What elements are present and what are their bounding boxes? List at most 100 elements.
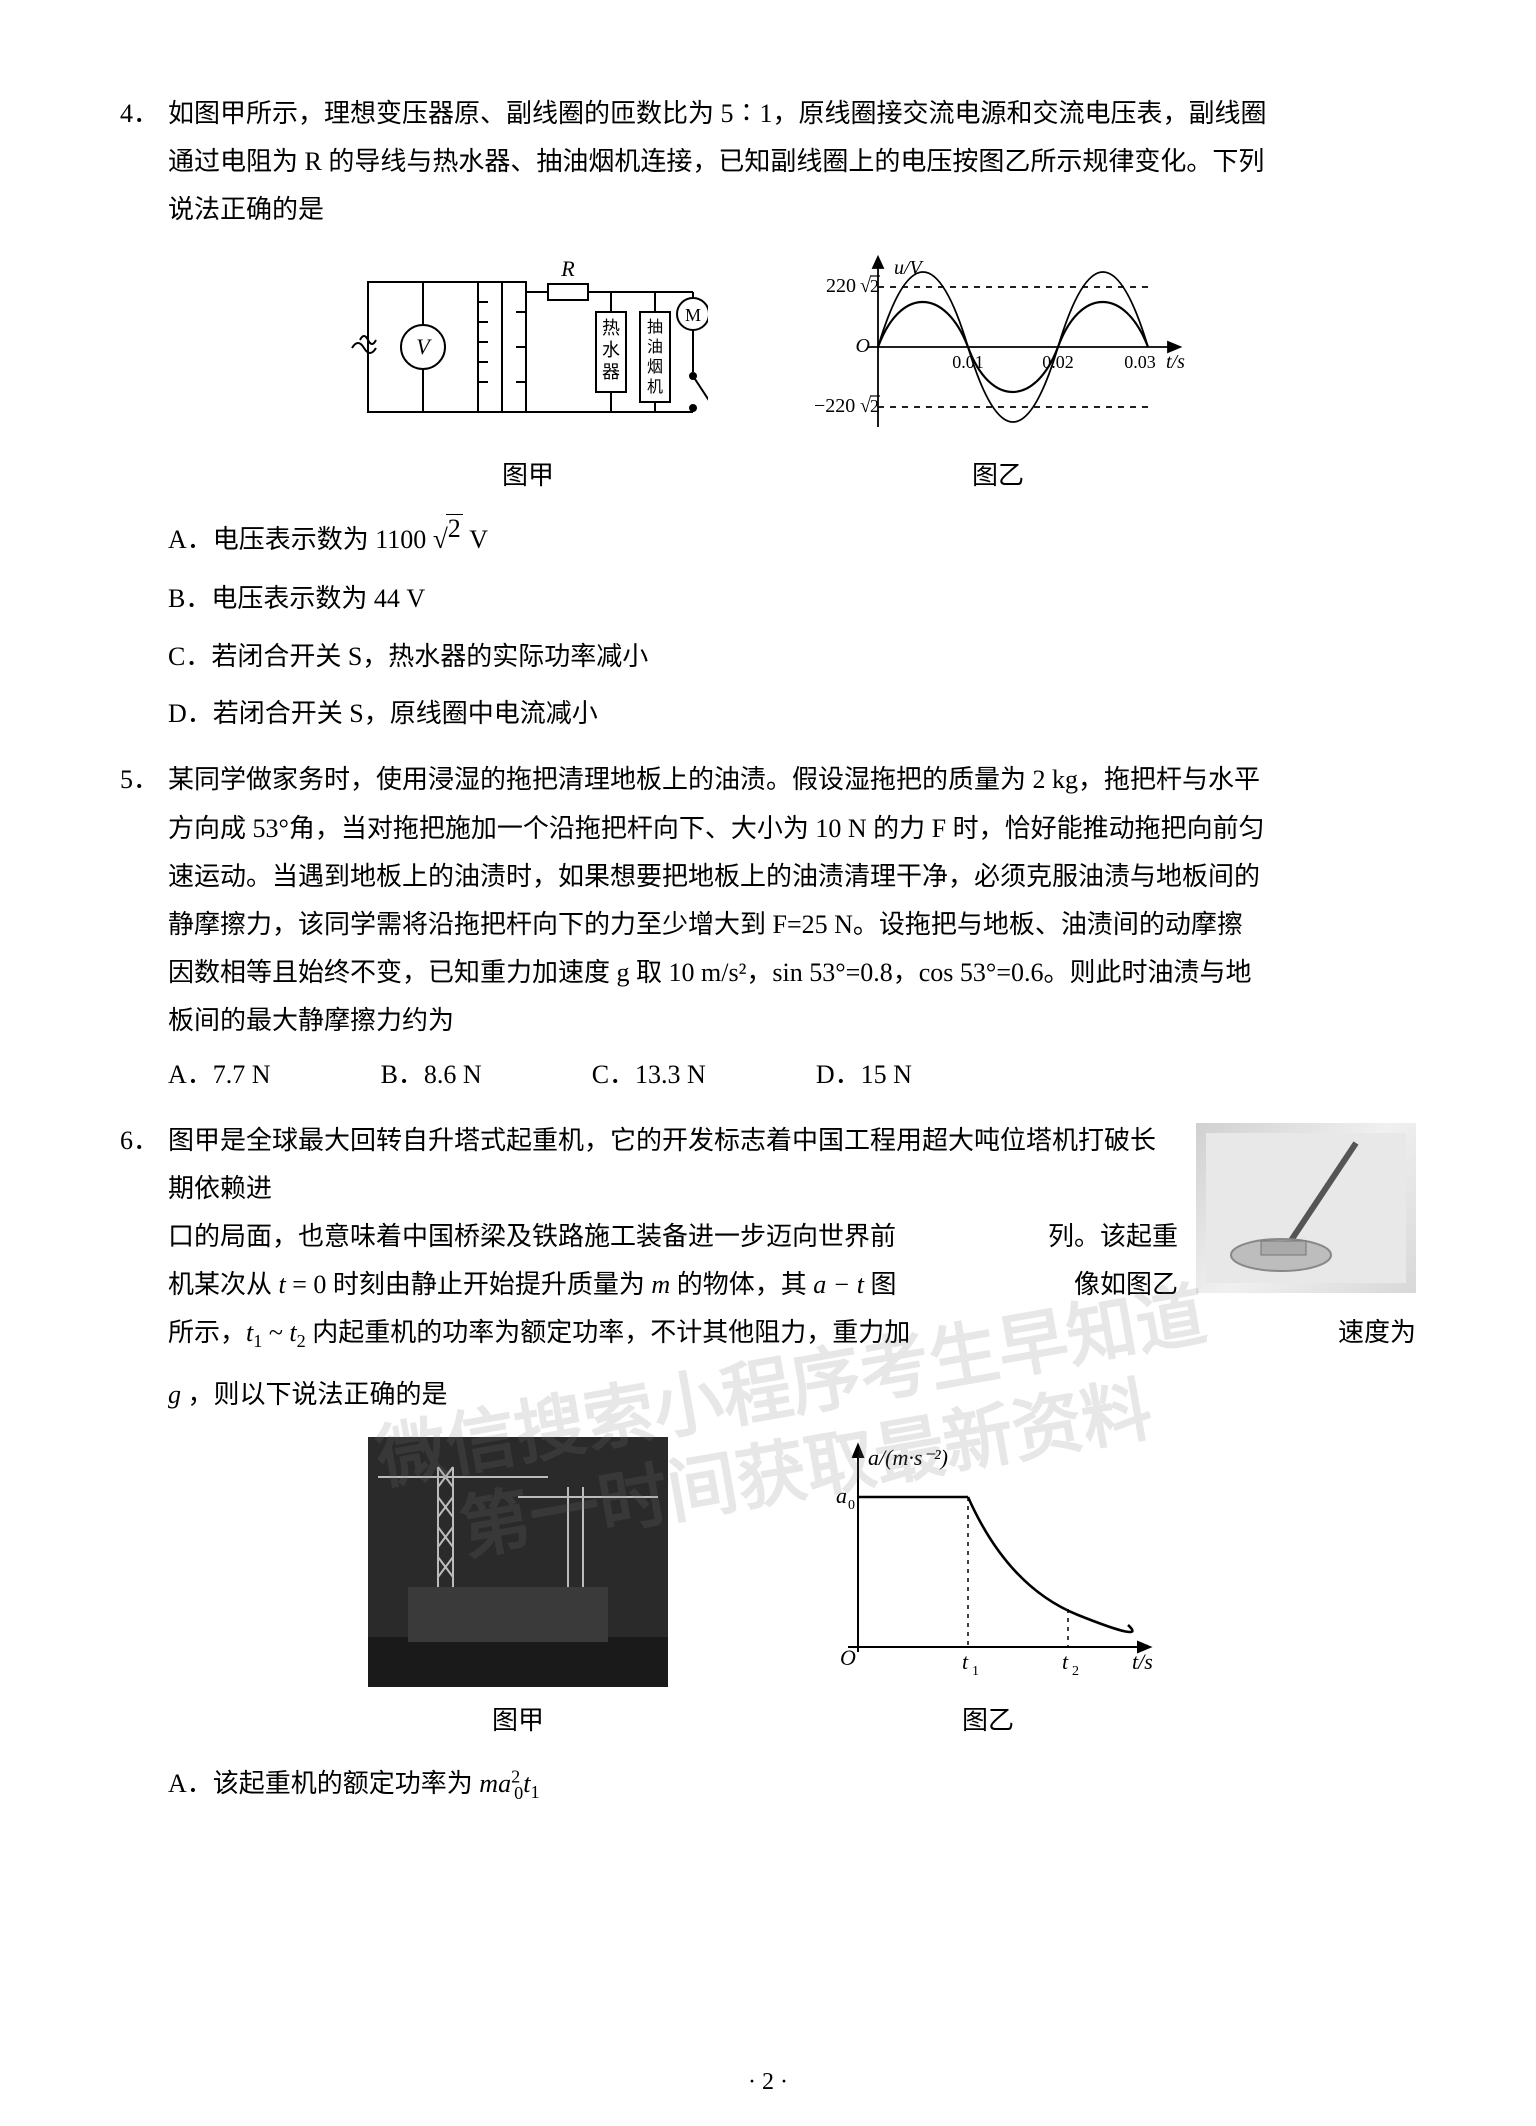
q4-options: A．电压表示数为 1100 √2 V B．电压表示数为 44 V C．若闭合开关… — [168, 514, 1416, 738]
q6-caption1: 图甲 — [492, 1697, 544, 1745]
q6-l3-a2: a − t — [813, 1270, 864, 1299]
svg-text:−220: −220 — [814, 395, 855, 417]
accel-t1: t 1 — [962, 1649, 979, 1679]
heater-l2: 水 — [602, 340, 620, 360]
question-4: 4． 如图甲所示，理想变压器原、副线圈的匝数比为 5∶1，原线圈接交流电源和交流… — [120, 90, 1416, 738]
fan-l1: 抽 — [647, 318, 663, 336]
q6-l4-c: 速度为 — [1338, 1309, 1416, 1359]
acceleration-time-graph: a/(m·s⁻²) t/s O a 0 t 1 t 2 — [808, 1437, 1168, 1687]
q5-options: A．7.7 N B．8.6 N C．13.3 N D．15 N — [168, 1051, 1416, 1099]
q6-optA-sub1: 1 — [530, 1783, 539, 1803]
q4-optB: B．电压表示数为 44 V — [168, 574, 1416, 623]
svg-text:2: 2 — [870, 396, 879, 416]
q5-l6: 板间的最大静摩擦力约为 — [168, 997, 1416, 1045]
q6-figure-left: 图甲 — [368, 1437, 668, 1745]
q5-head: 5． 某同学做家务时，使用浸湿的拖把清理地板上的油渍。假设湿拖把的质量为 2 k… — [120, 756, 1416, 1045]
q4-line3: 说法正确的是 — [168, 186, 1416, 234]
sine-wave-graph: O 220 √ 2 −220 √ 2 u/V t/s 0.01 0.02 0.0… — [808, 252, 1188, 442]
sine-tick1: 0.01 — [952, 352, 984, 372]
q5-optA: A．7.7 N — [168, 1051, 271, 1099]
q6-l3-d: 图 — [864, 1270, 897, 1299]
q6-l3-c: 的物体，其 — [670, 1270, 813, 1299]
q4-line1: 如图甲所示，理想变压器原、副线圈的匝数比为 5∶1，原线圈接交流电源和交流电压表… — [168, 90, 1416, 138]
q4-figure-row: V R M S 热 水 器 抽 油 烟 机 图甲 — [120, 252, 1416, 500]
q5-l4: 静摩擦力，该同学需将沿拖把杆向下的力至少增大到 F=25 N。设拖把与地板、油渍… — [168, 901, 1416, 949]
q4-figure-right: O 220 √ 2 −220 √ 2 u/V t/s 0.01 0.02 0.0… — [808, 252, 1188, 500]
q6-figure-row: 图甲 a/(m·s⁻²) t/s O — [120, 1437, 1416, 1745]
accel-a0: a 0 — [836, 1483, 855, 1513]
q6-l3-e: 像如图乙 — [1074, 1261, 1178, 1309]
q4-caption2: 图乙 — [972, 452, 1024, 500]
q5-number: 5． — [120, 756, 168, 804]
q6-l3-t: t — [279, 1270, 286, 1299]
sine-xlabel: t/s — [1166, 351, 1185, 373]
svg-text:0: 0 — [848, 1498, 855, 1513]
q6-l2a: 口的局面，也意味着中国桥梁及铁路施工装备进一步迈向世界前 — [168, 1213, 896, 1261]
q6-l3-m: m — [651, 1270, 670, 1299]
heater-l1: 热 — [602, 318, 620, 338]
q6-l5-g: g — [168, 1380, 181, 1409]
svg-text:t: t — [1062, 1649, 1069, 1674]
transformer-circuit-diagram: V R M S 热 水 器 抽 油 烟 机 — [348, 252, 708, 442]
q6-l3: 机某次从 t = 0 时刻由静止开始提升质量为 m 的物体，其 a − t 图 … — [168, 1261, 1178, 1309]
q6-l3-a: 机某次从 — [168, 1270, 279, 1299]
fan-l3: 烟 — [647, 358, 663, 376]
question-5: 微信搜索小程序考生早知道 第一时间获取最新资料 5． 某同学做家务时，使用浸湿的… — [120, 756, 1416, 1099]
q4-head: 4． 如图甲所示，理想变压器原、副线圈的匝数比为 5∶1，原线圈接交流电源和交流… — [120, 90, 1416, 234]
sine-ylabel: u/V — [894, 257, 925, 279]
question-6: 6． 图甲是全球最大回转自升塔式起重机，它的开发标志着中国工程用超大吨位塔机打破… — [120, 1117, 1416, 1810]
accel-xlabel: t/s — [1132, 1649, 1153, 1674]
resistor-label: R — [560, 256, 575, 281]
q4-line2: 通过电阻为 R 的导线与热水器、抽油烟机连接，已知副线圈上的电压按图乙所示规律变… — [168, 138, 1416, 186]
q5-l1: 某同学做家务时，使用浸湿的拖把清理地板上的油渍。假设湿拖把的质量为 2 kg，拖… — [168, 756, 1416, 804]
sine-ymax: 220 √ 2 — [826, 275, 880, 297]
q6-l4-mid: ~ — [262, 1318, 289, 1347]
q5-l2: 方向成 53°角，当对拖把施加一个沿拖把杆向下、大小为 10 N 的力 F 时，… — [168, 805, 1416, 853]
sine-tick3: 0.03 — [1124, 352, 1156, 372]
q4-body: 如图甲所示，理想变压器原、副线圈的匝数比为 5∶1，原线圈接交流电源和交流电压表… — [168, 90, 1416, 234]
q4-caption1: 图甲 — [502, 452, 554, 500]
sine-tick2: 0.02 — [1042, 352, 1074, 372]
crane-photo — [368, 1437, 668, 1687]
q6-l3-b: = 0 时刻由静止开始提升质量为 — [286, 1270, 652, 1299]
q6-optA-m: m — [479, 1769, 498, 1798]
accel-origin: O — [840, 1645, 856, 1670]
q6-optA-sub0: 0 — [514, 1783, 523, 1803]
q4-figure-left: V R M S 热 水 器 抽 油 烟 机 图甲 — [348, 252, 708, 500]
q6-head: 6． 图甲是全球最大回转自升塔式起重机，它的开发标志着中国工程用超大吨位塔机打破… — [120, 1117, 1416, 1419]
svg-text:t: t — [962, 1649, 969, 1674]
q5-optB: B．8.6 N — [381, 1051, 482, 1099]
q5-optD: D．15 N — [816, 1051, 912, 1099]
mop-photo — [1196, 1123, 1416, 1293]
q4-number: 4． — [120, 90, 168, 138]
motor-label: M — [685, 305, 701, 325]
q5-l5: 因数相等且始终不变，已知重力加速度 g 取 10 m/s²，sin 53°=0.… — [168, 949, 1416, 997]
fan-l2: 油 — [647, 338, 663, 356]
q6-l4-b: 内起重机的功率为额定功率，不计其他阻力，重力加 — [306, 1318, 911, 1347]
q4-optC: C．若闭合开关 S，热水器的实际功率减小 — [168, 632, 1416, 681]
q6-figure-right: a/(m·s⁻²) t/s O a 0 t 1 t 2 图乙 — [808, 1437, 1168, 1745]
q6-l4-s2: 2 — [297, 1332, 306, 1352]
q6-l2b: 列。该起重 — [1048, 1213, 1178, 1261]
svg-text:1: 1 — [972, 1664, 979, 1679]
svg-text:220: 220 — [826, 275, 856, 297]
fan-l4: 机 — [647, 378, 663, 396]
q5-l3: 速运动。当遇到地板上的油渍时，如果想要把地板上的油渍清理干净，必须克服油渍与地板… — [168, 853, 1416, 901]
q6-l4-s1: 1 — [253, 1332, 262, 1352]
q6-l3-left: 机某次从 t = 0 时刻由静止开始提升质量为 m 的物体，其 a − t 图 — [168, 1261, 897, 1309]
q6-l5: g ，则以下说法正确的是 — [168, 1371, 1416, 1419]
page-number: · 2 · — [0, 2069, 1536, 2096]
q6-number: 6． — [120, 1117, 168, 1165]
q6-optA-a: a — [498, 1769, 511, 1798]
q6-body: 图甲是全球最大回转自升塔式起重机，它的开发标志着中国工程用超大吨位塔机打破长期依… — [168, 1117, 1416, 1419]
q6-optA: A．该起重机的额定功率为 ma20t1 — [168, 1759, 1416, 1810]
q4-optA-post: V — [469, 525, 488, 554]
q6-caption2: 图乙 — [962, 1697, 1014, 1745]
q6-l4-t2: t — [289, 1318, 296, 1347]
q6-l2: 口的局面，也意味着中国桥梁及铁路施工装备进一步迈向世界前 列。该起重 — [168, 1213, 1178, 1261]
q5-optC: C．13.3 N — [592, 1051, 706, 1099]
q6-l4-a: 所示， — [168, 1318, 246, 1347]
q4-optD: D．若闭合开关 S，原线圈中电流减小 — [168, 689, 1416, 738]
accel-t2: t 2 — [1062, 1649, 1079, 1679]
accel-ylabel: a/(m·s⁻²) — [868, 1445, 948, 1470]
